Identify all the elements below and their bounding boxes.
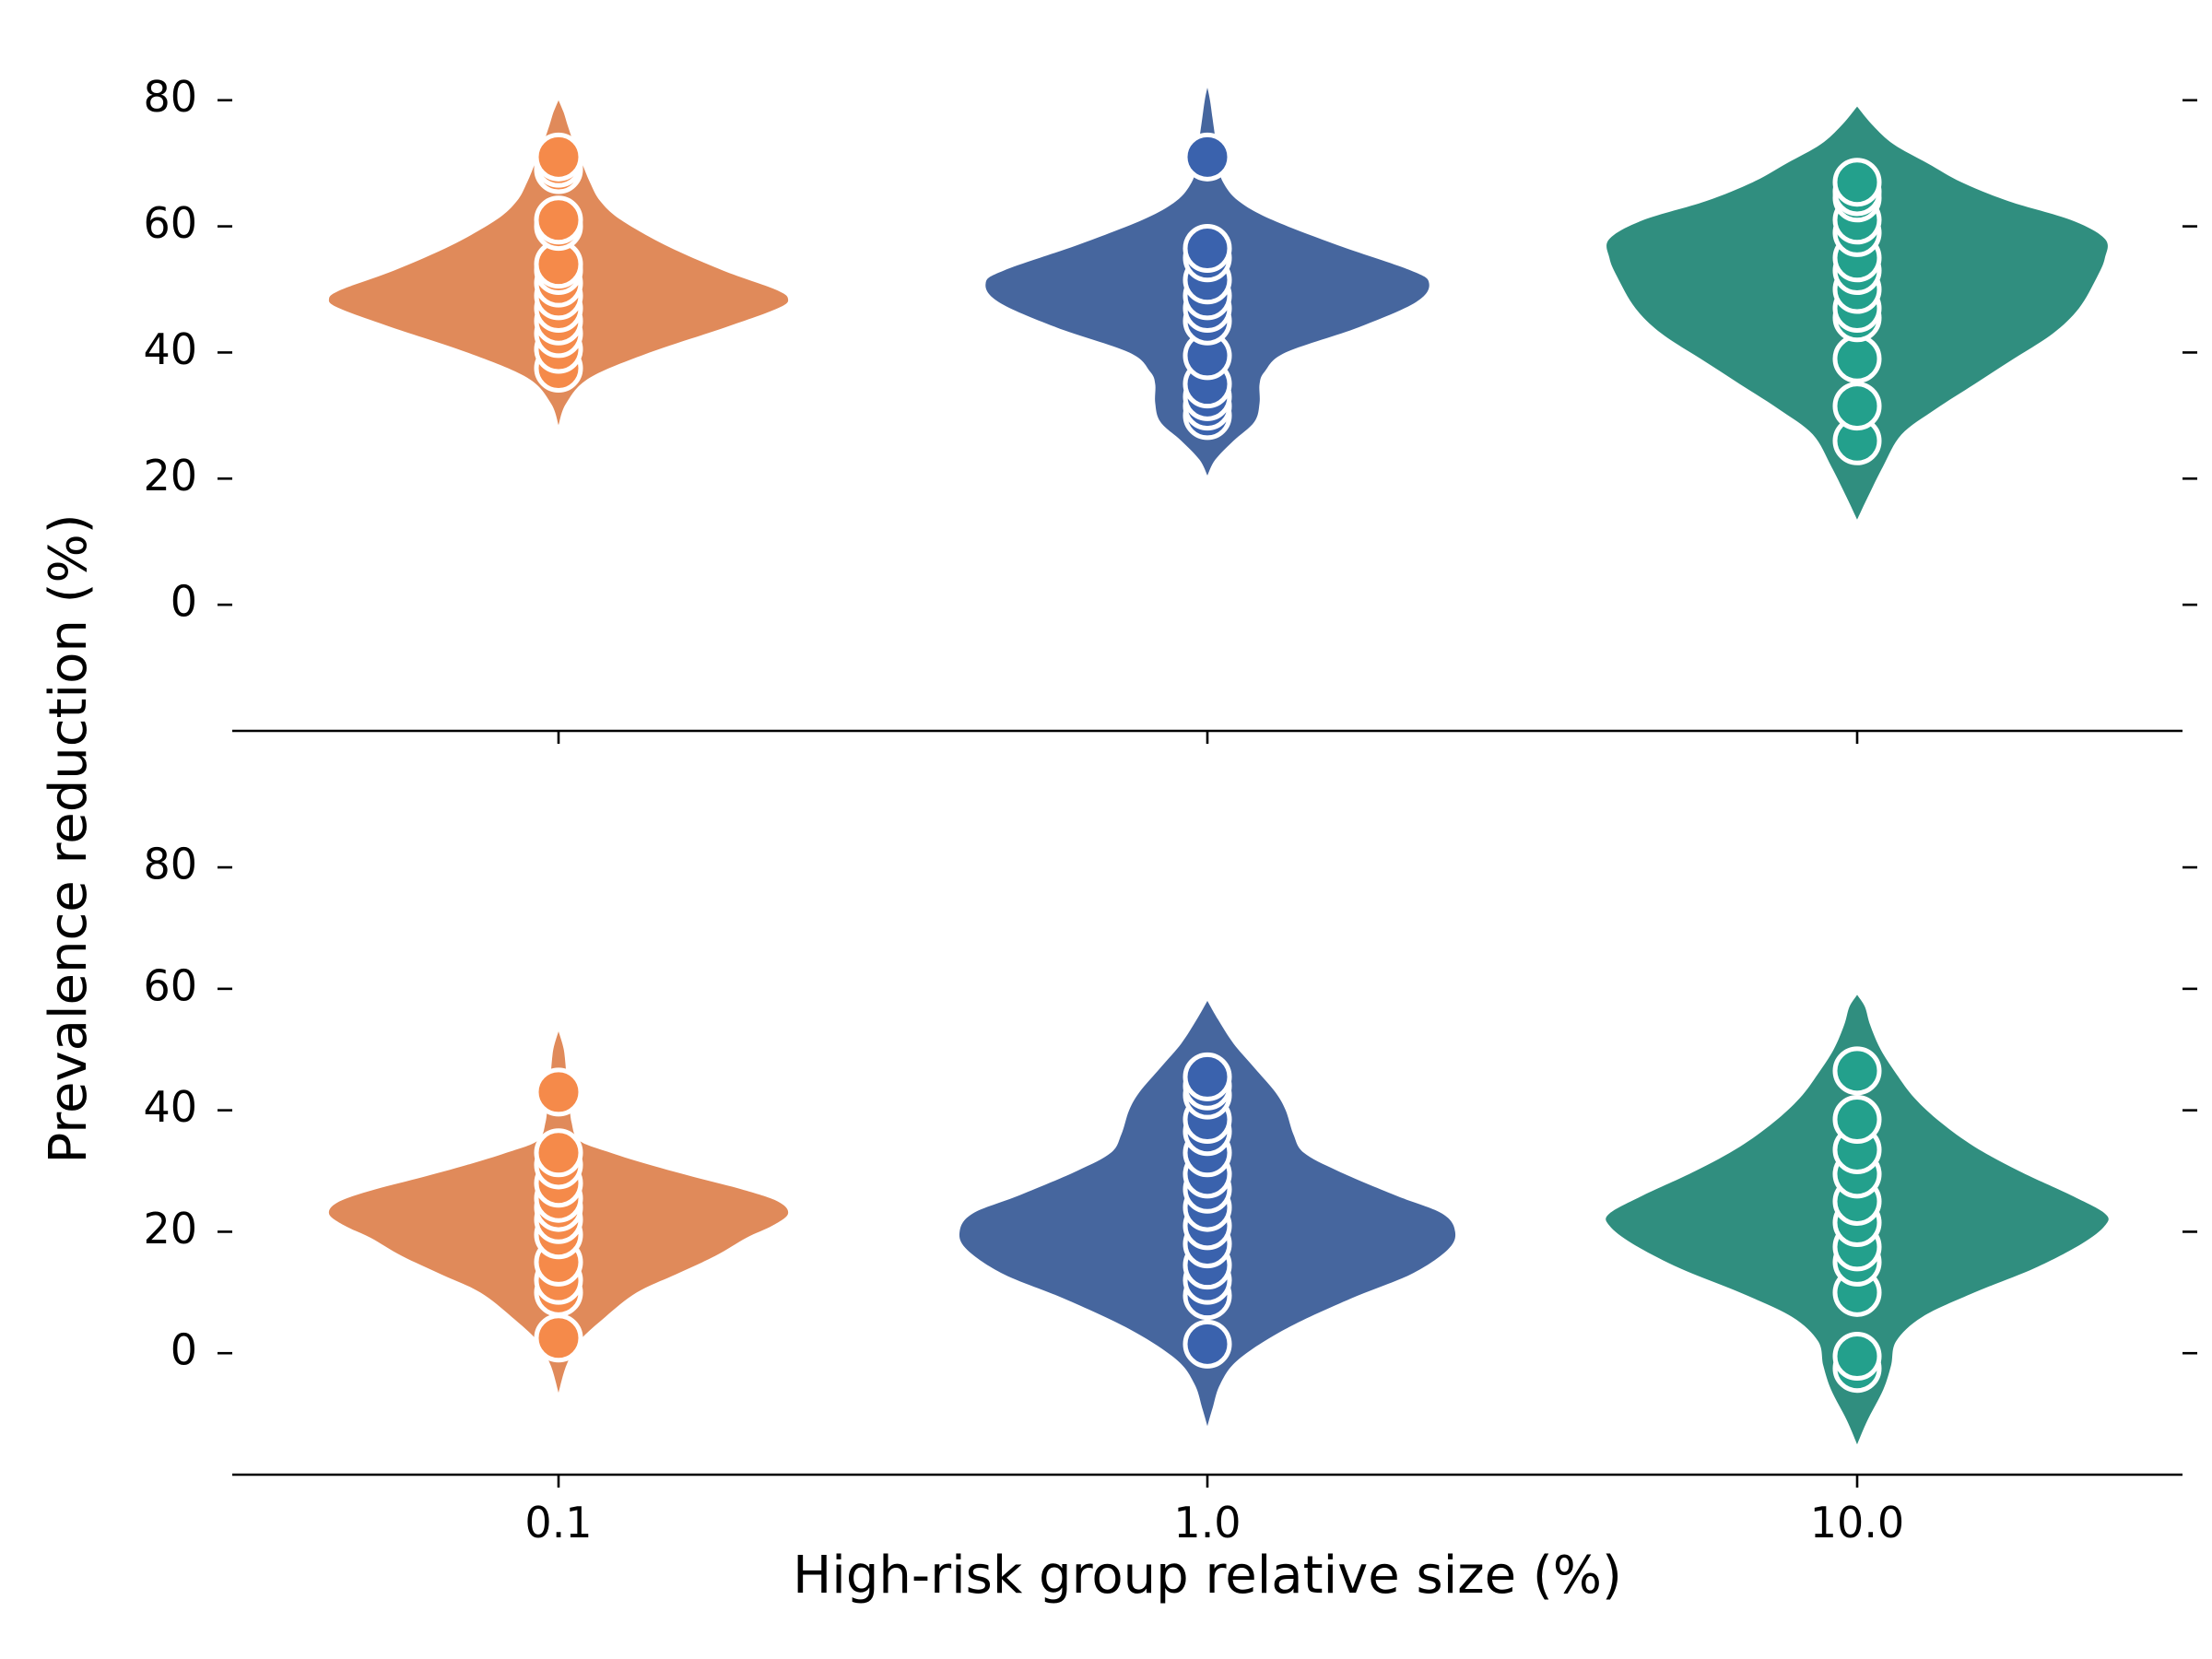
data-point [1832, 1095, 1882, 1145]
data-point [1832, 158, 1882, 207]
y-tick-label: 40 [143, 1082, 197, 1132]
y-tick-label: 20 [143, 451, 197, 500]
data-point [1832, 1332, 1882, 1382]
data-point [1182, 224, 1232, 274]
x-axis-label: High-risk group relative size (%) [793, 1546, 1622, 1606]
data-point [1182, 1052, 1232, 1101]
y-tick-label: 80 [143, 72, 197, 122]
x-tick-label: 0.1 [524, 1498, 592, 1547]
x-tick-label: 10.0 [1810, 1498, 1904, 1547]
data-point [534, 132, 583, 182]
x-tick-label: 1.0 [1173, 1498, 1241, 1547]
y-tick-label: 40 [143, 324, 197, 374]
y-tick-label: 80 [143, 840, 197, 889]
data-point [1182, 1319, 1232, 1369]
y-tick-label: 0 [171, 1325, 197, 1375]
data-point [534, 1128, 583, 1178]
data-point [534, 195, 583, 245]
y-axis-label: Prevalence reduction (%) [39, 513, 99, 1163]
panel-top: 0 20 40 60 80 [143, 72, 2197, 744]
panel-bottom: 0 20 40 60 80 0.1 1.0 10.0 [143, 840, 2197, 1547]
y-tick-label: 0 [171, 577, 197, 627]
data-point [534, 1067, 583, 1117]
y-tick-label: 60 [143, 960, 197, 1010]
data-point [1182, 132, 1232, 182]
data-point [1832, 1046, 1882, 1096]
data-point [1832, 334, 1882, 383]
y-tick-label: 60 [143, 198, 197, 248]
data-point [534, 1313, 583, 1363]
y-tick-label: 20 [143, 1204, 197, 1253]
data-point [1832, 382, 1882, 431]
